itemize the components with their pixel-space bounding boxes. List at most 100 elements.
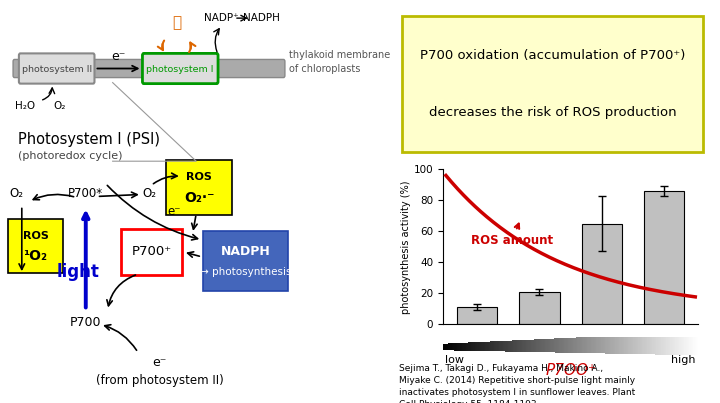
Polygon shape — [481, 342, 482, 351]
Polygon shape — [497, 341, 498, 351]
Polygon shape — [509, 341, 510, 351]
Polygon shape — [485, 342, 486, 351]
Text: O₂·⁻: O₂·⁻ — [184, 191, 215, 206]
Polygon shape — [628, 335, 629, 354]
Polygon shape — [472, 342, 474, 351]
Polygon shape — [585, 337, 586, 353]
Polygon shape — [568, 338, 570, 353]
Polygon shape — [562, 338, 563, 353]
Polygon shape — [577, 337, 578, 353]
Polygon shape — [695, 332, 696, 355]
Polygon shape — [476, 342, 477, 351]
Polygon shape — [552, 339, 553, 353]
Polygon shape — [687, 332, 688, 355]
Polygon shape — [575, 338, 576, 353]
Text: NADPH: NADPH — [220, 245, 270, 258]
Polygon shape — [654, 334, 655, 355]
Text: NADPH: NADPH — [243, 13, 280, 23]
Text: H₂O: H₂O — [15, 101, 35, 111]
Polygon shape — [498, 341, 499, 351]
Text: ¹O₂: ¹O₂ — [24, 249, 48, 263]
Polygon shape — [546, 339, 548, 352]
Polygon shape — [605, 336, 606, 353]
Polygon shape — [508, 341, 509, 351]
Text: Sejima T., Takagi D., Fukayama H., Makino A.,
Miyake C. (2014) Repetitive short-: Sejima T., Takagi D., Fukayama H., Makin… — [399, 364, 635, 403]
Polygon shape — [665, 333, 667, 355]
Polygon shape — [571, 338, 572, 353]
Polygon shape — [660, 334, 662, 355]
Polygon shape — [490, 341, 491, 351]
Polygon shape — [644, 334, 646, 354]
Polygon shape — [463, 343, 464, 351]
Polygon shape — [545, 339, 546, 352]
Polygon shape — [684, 332, 685, 355]
Polygon shape — [462, 343, 463, 351]
Text: thylakoid membrane
of chloroplasts: thylakoid membrane of chloroplasts — [289, 50, 390, 75]
Text: photosystem II: photosystem II — [22, 65, 92, 74]
Polygon shape — [593, 337, 595, 353]
Polygon shape — [678, 333, 679, 355]
Polygon shape — [588, 337, 590, 353]
Polygon shape — [454, 343, 456, 351]
Polygon shape — [609, 336, 611, 353]
Polygon shape — [510, 341, 512, 352]
Polygon shape — [669, 333, 670, 355]
Polygon shape — [474, 342, 476, 351]
Polygon shape — [591, 337, 593, 353]
Polygon shape — [693, 332, 695, 355]
Text: light: light — [57, 263, 100, 281]
Polygon shape — [549, 339, 550, 352]
Polygon shape — [626, 335, 627, 354]
Text: ROS: ROS — [22, 231, 48, 241]
Polygon shape — [516, 340, 517, 352]
Text: e⁻: e⁻ — [153, 356, 167, 369]
Polygon shape — [507, 341, 508, 351]
Polygon shape — [504, 341, 505, 351]
Polygon shape — [548, 339, 549, 352]
FancyBboxPatch shape — [143, 53, 218, 84]
Polygon shape — [682, 332, 683, 355]
Polygon shape — [614, 336, 616, 354]
Polygon shape — [517, 340, 518, 352]
Text: (from photosystem II): (from photosystem II) — [96, 374, 224, 387]
Polygon shape — [464, 343, 466, 351]
Polygon shape — [692, 332, 693, 355]
Polygon shape — [619, 335, 621, 354]
Text: e⁻: e⁻ — [168, 205, 181, 218]
Polygon shape — [487, 342, 489, 351]
Text: decreases the risk of ROS production: decreases the risk of ROS production — [429, 106, 676, 119]
Polygon shape — [558, 338, 559, 353]
Polygon shape — [697, 332, 698, 355]
FancyBboxPatch shape — [203, 231, 288, 291]
Polygon shape — [554, 339, 555, 353]
Polygon shape — [550, 339, 552, 352]
Polygon shape — [513, 341, 514, 352]
Polygon shape — [674, 333, 675, 355]
Polygon shape — [505, 341, 507, 351]
Polygon shape — [469, 343, 471, 351]
Polygon shape — [540, 339, 541, 352]
Polygon shape — [672, 333, 674, 355]
Polygon shape — [563, 338, 564, 353]
Polygon shape — [595, 337, 596, 353]
FancyBboxPatch shape — [19, 53, 94, 84]
Polygon shape — [623, 335, 624, 354]
Polygon shape — [606, 336, 608, 353]
Polygon shape — [553, 339, 554, 353]
Polygon shape — [683, 332, 684, 355]
Text: P700⁺: P700⁺ — [132, 245, 172, 258]
Polygon shape — [696, 332, 697, 355]
Text: → photosynthesis: → photosynthesis — [199, 267, 291, 277]
Polygon shape — [667, 333, 669, 355]
Polygon shape — [647, 334, 649, 354]
FancyBboxPatch shape — [122, 229, 182, 275]
Text: ROS: ROS — [186, 172, 212, 182]
Polygon shape — [480, 342, 481, 351]
Polygon shape — [642, 334, 644, 354]
Polygon shape — [503, 341, 504, 351]
Polygon shape — [534, 339, 535, 352]
Polygon shape — [596, 337, 598, 353]
Polygon shape — [611, 336, 613, 354]
Polygon shape — [484, 342, 485, 351]
Polygon shape — [448, 343, 449, 350]
